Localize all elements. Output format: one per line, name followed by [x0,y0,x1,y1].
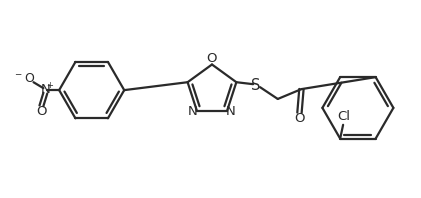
Text: O: O [294,112,305,125]
Text: Cl: Cl [338,110,351,123]
Text: S: S [251,78,261,93]
Text: N: N [226,105,236,118]
Text: N: N [188,105,198,118]
Text: +: + [46,81,53,90]
Text: O: O [207,52,217,65]
Text: $^-$O: $^-$O [13,72,36,85]
Text: O: O [36,105,47,118]
Text: N: N [40,83,50,96]
